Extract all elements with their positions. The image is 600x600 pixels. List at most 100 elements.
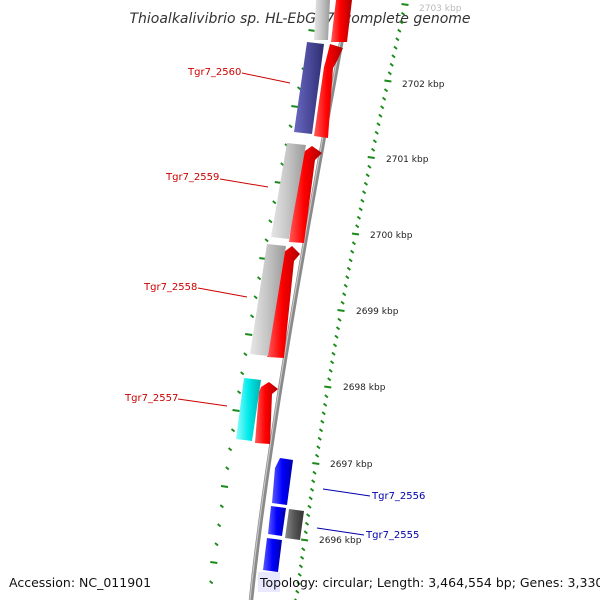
ruler-dash xyxy=(358,207,363,212)
reverse-cds-arrow[interactable] xyxy=(263,538,282,572)
ruler-dash xyxy=(330,360,335,365)
tick-label: 2702 kbp xyxy=(402,80,445,90)
tick-label: 2700 kbp xyxy=(370,231,413,241)
ruler-dash xyxy=(272,200,277,205)
tick-label: 2701 kbp xyxy=(386,155,429,165)
reverse-strand-features xyxy=(236,0,330,592)
gene-label-tgr7-2558[interactable]: Tgr7_2558 xyxy=(143,282,197,293)
ruler-dash xyxy=(327,377,332,382)
reverse-cds-arrow[interactable] xyxy=(268,506,286,536)
forward-cds-arrow[interactable] xyxy=(267,246,300,358)
ruler-dash xyxy=(337,309,345,312)
ruler-dash xyxy=(230,428,236,433)
gray-feature[interactable] xyxy=(250,244,286,356)
ruler-dash xyxy=(297,572,302,577)
ruler-dash xyxy=(300,555,305,560)
ruler-dash xyxy=(363,181,368,186)
genome-backbone xyxy=(248,0,352,600)
forward-cds-arrow[interactable] xyxy=(255,382,278,444)
forward-cds-arrow[interactable] xyxy=(314,44,343,138)
ruler-dash xyxy=(303,530,308,535)
ruler-dash xyxy=(378,113,383,118)
ruler-dash xyxy=(355,224,360,229)
ruler-dash xyxy=(312,462,320,465)
gene-label-tgr7-2560[interactable]: Tgr7_2560 xyxy=(187,67,241,78)
ruler-dash xyxy=(372,139,377,144)
ruler-dash xyxy=(253,295,258,300)
ruler-dash xyxy=(312,470,317,475)
ruler-dash xyxy=(306,513,311,518)
ruler-dash xyxy=(257,276,262,281)
ruler-dash xyxy=(307,504,312,509)
ruler-dash xyxy=(345,275,350,280)
ruler-dash xyxy=(225,466,230,471)
ruler-dash xyxy=(243,352,248,357)
ruler-dash xyxy=(296,581,301,586)
forward-cds-arrow[interactable] xyxy=(289,146,322,243)
ruler-dash xyxy=(401,3,409,6)
ruler-dash xyxy=(308,29,316,32)
cyan-feature[interactable] xyxy=(236,378,261,441)
forward-strand-features xyxy=(255,0,352,444)
ruler-dash xyxy=(228,447,233,452)
tick-label: 2703 kbp xyxy=(419,4,462,14)
purple-feature[interactable] xyxy=(294,42,324,134)
gray-feature[interactable] xyxy=(314,0,330,40)
ruler-dash xyxy=(389,62,394,67)
reverse-cds-arrow[interactable] xyxy=(272,458,293,505)
ruler-dash xyxy=(334,334,339,339)
ruler-dash xyxy=(298,564,303,569)
ruler-dash xyxy=(340,300,345,305)
gray-feature[interactable] xyxy=(271,143,306,239)
ruler-dash xyxy=(294,598,298,600)
gene-label-tgr7-2555[interactable]: Tgr7_2555 xyxy=(365,530,419,541)
tick-label: 2696 kbp xyxy=(319,536,362,546)
ruler-dash xyxy=(317,436,322,441)
map-title: Thioalkalivibrio sp. HL-EbGR7, complete … xyxy=(129,11,470,27)
ruler-dash xyxy=(335,326,341,331)
tick-label: 2698 kbp xyxy=(343,383,386,393)
gene-labels: Tgr7_2560 Tgr7_2559 Tgr7_2558 Tgr7_2557 … xyxy=(124,67,425,541)
topology-text: Topology: circular; Length: 3,464,554 bp… xyxy=(259,575,600,590)
accession-text: Accession: NC_011901 xyxy=(9,575,151,590)
ruler-dash xyxy=(309,487,315,492)
ruler-dash xyxy=(351,241,356,246)
ruler-dash xyxy=(365,173,370,178)
ruler-dash xyxy=(343,283,348,288)
ruler-tick-labels: 2703 kbp 2702 kbp 2701 kbp 2700 kbp 2699… xyxy=(319,4,462,546)
ruler-dash xyxy=(210,561,218,564)
ruler-dash xyxy=(237,390,242,395)
tick-label: 2697 kbp xyxy=(330,460,373,470)
ruler-dash xyxy=(331,351,336,356)
ruler-dash xyxy=(348,258,353,263)
ruler-dash xyxy=(337,317,342,322)
ruler-dash xyxy=(318,428,324,433)
ruler-dash xyxy=(264,238,269,243)
gene-label-tgr7-2557[interactable]: Tgr7_2557 xyxy=(124,393,178,404)
gene-label-tgr7-2556[interactable]: Tgr7_2556 xyxy=(371,491,425,502)
ruler-dash xyxy=(324,385,332,389)
ruler-dash xyxy=(217,523,222,528)
ruler-dash xyxy=(323,402,328,407)
ruler-dash xyxy=(220,485,229,488)
dark-feature[interactable] xyxy=(285,509,304,540)
ruler-dash xyxy=(399,20,404,25)
ruler-dash xyxy=(351,232,360,236)
ruler-dash xyxy=(387,71,392,76)
ruler-dash xyxy=(362,190,367,195)
ruler-dash xyxy=(311,479,316,484)
ruler-dash xyxy=(324,394,329,399)
ruler-dash xyxy=(397,28,402,33)
ruler-dash xyxy=(209,580,214,585)
ruler-dash xyxy=(401,11,406,16)
ruler-dash xyxy=(304,521,310,526)
forward-cds-arrow[interactable] xyxy=(331,0,352,42)
ruler-dash xyxy=(214,542,219,547)
ruler-dash xyxy=(268,219,273,224)
gene-label-tgr7-2559[interactable]: Tgr7_2559 xyxy=(165,172,219,183)
tick-label: 2699 kbp xyxy=(356,307,399,317)
ruler-dash xyxy=(295,589,300,594)
ruler-dash xyxy=(367,156,375,159)
ruler-dash xyxy=(342,292,347,297)
